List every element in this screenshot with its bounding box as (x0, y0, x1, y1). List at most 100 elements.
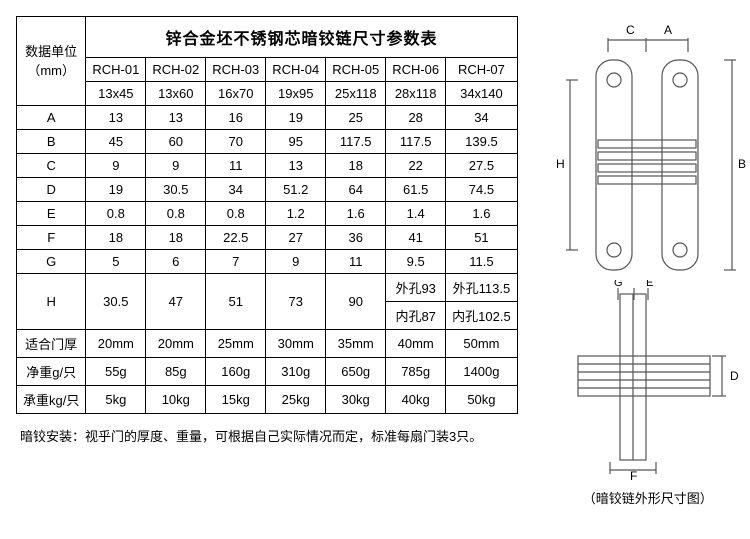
cell: 15kg (206, 386, 266, 414)
cell: 25 (326, 106, 386, 130)
row-label-B: B (17, 130, 86, 154)
cell: 45 (86, 130, 146, 154)
row-label: 适合门厚 (17, 330, 86, 358)
cell: 13 (146, 106, 206, 130)
row-label-E: E (17, 202, 86, 226)
size-header: 16x70 (206, 82, 266, 106)
cell: 61.5 (386, 178, 446, 202)
cell: 34 (206, 178, 266, 202)
lbl-D: D (730, 369, 739, 383)
model-header: RCH-02 (146, 58, 206, 82)
cell: 1.6 (446, 202, 518, 226)
cell: 11 (206, 154, 266, 178)
size-header: 13x60 (146, 82, 206, 106)
cell: 27 (266, 226, 326, 250)
H-c4: 73 (266, 274, 326, 330)
model-header: RCH-05 (326, 58, 386, 82)
cell: 13 (266, 154, 326, 178)
cell: 28 (386, 106, 446, 130)
cell: 1400g (446, 358, 518, 386)
cell: 9 (86, 154, 146, 178)
cell: 70 (206, 130, 266, 154)
H-c6-bot: 内孔87 (386, 302, 446, 330)
size-header: 28x118 (386, 82, 446, 106)
cell: 650g (326, 358, 386, 386)
cell: 5 (86, 250, 146, 274)
cell: 27.5 (446, 154, 518, 178)
model-header: RCH-03 (206, 58, 266, 82)
cell: 0.8 (146, 202, 206, 226)
H-c7-bot: 内孔102.5 (446, 302, 518, 330)
cell: 13 (86, 106, 146, 130)
cell: 95 (266, 130, 326, 154)
cell: 40kg (386, 386, 446, 414)
cell: 50mm (446, 330, 518, 358)
H-c1: 30.5 (86, 274, 146, 330)
cell: 55g (86, 358, 146, 386)
cell: 6 (146, 250, 206, 274)
spec-table: 数据单位 （mm） 锌合金坯不锈钢芯暗铰链尺寸参数表 RCH-01RCH-02R… (16, 16, 518, 414)
footer-note: 暗铰安装：视乎门的厚度、重量，可根据自己实际情况而定，标准每扇门装3只。 (16, 426, 518, 445)
cell: 30.5 (146, 178, 206, 202)
cell: 22 (386, 154, 446, 178)
row-label-G: G (17, 250, 86, 274)
cell: 310g (266, 358, 326, 386)
cell: 7 (206, 250, 266, 274)
row-label: 净重g/只 (17, 358, 86, 386)
cell: 18 (86, 226, 146, 250)
H-c3: 51 (206, 274, 266, 330)
cell: 20mm (86, 330, 146, 358)
lbl-G: G (614, 280, 623, 289)
cell: 40mm (386, 330, 446, 358)
cell: 9 (146, 154, 206, 178)
cell: 9.5 (386, 250, 446, 274)
cell: 9 (266, 250, 326, 274)
size-header: 25x118 (326, 82, 386, 106)
cell: 16 (206, 106, 266, 130)
lbl-A: A (664, 23, 672, 37)
lbl-B: B (738, 157, 746, 171)
row-label-D: D (17, 178, 86, 202)
cell: 34 (446, 106, 518, 130)
model-header: RCH-04 (266, 58, 326, 82)
cell: 50kg (446, 386, 518, 414)
row-label: 承重kg/只 (17, 386, 86, 414)
cell: 30kg (326, 386, 386, 414)
hinge-diagram-top: C A B H (548, 20, 748, 280)
cell: 785g (386, 358, 446, 386)
model-header: RCH-06 (386, 58, 446, 82)
cell: 117.5 (386, 130, 446, 154)
unit-header: 数据单位 （mm） (17, 17, 86, 106)
cell: 35mm (326, 330, 386, 358)
lbl-E: E (646, 280, 653, 289)
diagram-caption: （暗铰链外形尺寸图） (548, 488, 748, 507)
row-label-F: F (17, 226, 86, 250)
cell: 22.5 (206, 226, 266, 250)
size-header: 13x45 (86, 82, 146, 106)
cell: 139.5 (446, 130, 518, 154)
cell: 85g (146, 358, 206, 386)
size-header: 19x95 (266, 82, 326, 106)
model-header: RCH-07 (446, 58, 518, 82)
cell: 25kg (266, 386, 326, 414)
H-c5: 90 (326, 274, 386, 330)
H-c6-top: 外孔93 (386, 274, 446, 302)
cell: 5kg (86, 386, 146, 414)
unit-l1: 数据单位 (25, 44, 77, 59)
cell: 20mm (146, 330, 206, 358)
unit-l2: （mm） (27, 63, 75, 78)
cell: 0.8 (86, 202, 146, 226)
cell: 11 (326, 250, 386, 274)
cell: 60 (146, 130, 206, 154)
cell: 41 (386, 226, 446, 250)
lbl-F: F (630, 469, 637, 480)
H-c2: 47 (146, 274, 206, 330)
cell: 18 (146, 226, 206, 250)
hinge-diagram-bottom: G E D F (548, 280, 748, 480)
cell: 19 (266, 106, 326, 130)
cell: 1.4 (386, 202, 446, 226)
cell: 117.5 (326, 130, 386, 154)
row-label-H: H (17, 274, 86, 330)
cell: 160g (206, 358, 266, 386)
cell: 0.8 (206, 202, 266, 226)
